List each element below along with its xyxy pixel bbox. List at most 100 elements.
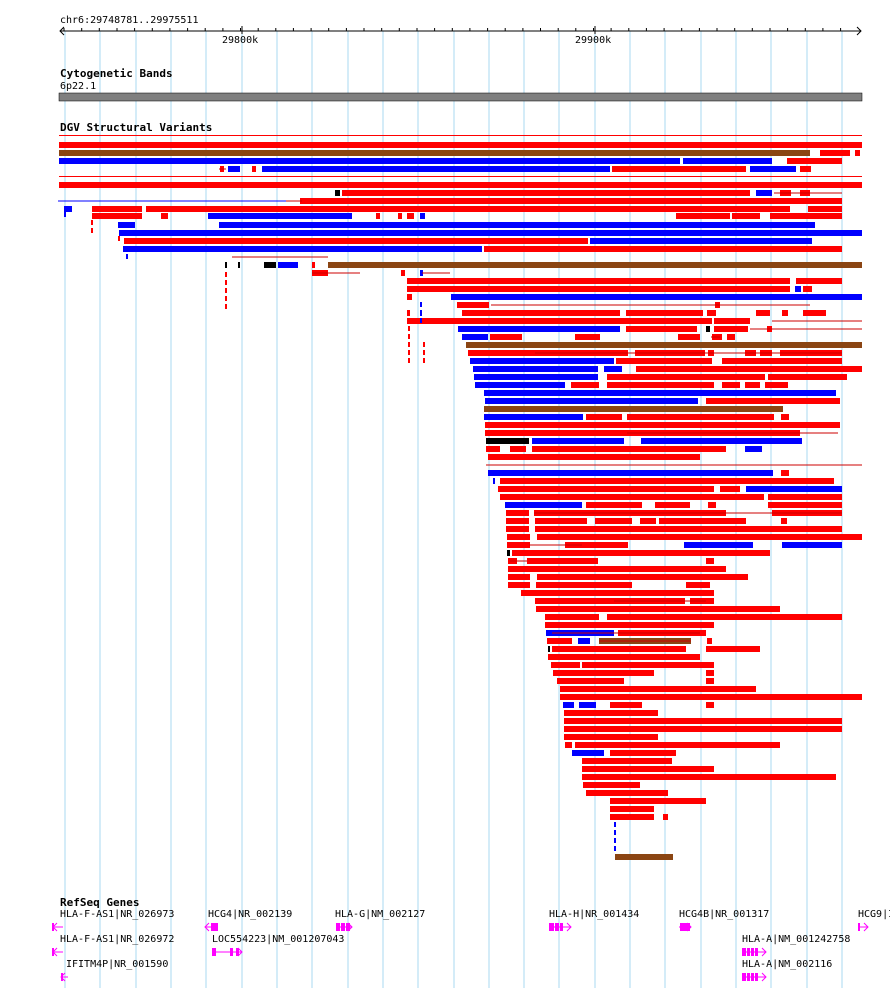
variant-bar xyxy=(706,670,714,676)
ruler-coordinates: chr6:29748781..29975511 xyxy=(60,15,199,26)
refseq-genes-track[interactable] xyxy=(52,922,869,982)
variant-bar xyxy=(803,310,826,316)
refseq-track-title: RefSeq Genes xyxy=(60,896,140,909)
variant-bar xyxy=(407,318,712,324)
gene-label-ifitm4p[interactable]: IFITM4P|NR_001590 xyxy=(66,959,169,970)
variant-bar xyxy=(521,590,714,596)
variant-bar xyxy=(278,262,298,268)
variant-bar xyxy=(536,606,780,612)
gene-exon xyxy=(555,923,559,931)
gene-label-loc554223[interactable]: LOC554223|NM_001207043 xyxy=(212,934,345,945)
gene-label-hcg9[interactable]: HCG9|I xyxy=(858,909,890,920)
variant-tick xyxy=(126,254,128,259)
gene-label-hla-f-as1-nr026973[interactable]: HLA-F-AS1|NR_026973 xyxy=(60,909,175,920)
gene-label-hla-f-as1-nr026972[interactable]: HLA-F-AS1|NR_026972 xyxy=(60,934,175,945)
variant-bar xyxy=(768,502,842,508)
ruler-track[interactable] xyxy=(59,26,862,36)
variant-bar xyxy=(458,326,620,332)
variant-bar xyxy=(616,358,712,364)
gene-exon xyxy=(346,923,350,931)
variant-bar xyxy=(536,582,632,588)
variant-bar xyxy=(376,213,380,219)
variant-bar xyxy=(564,734,658,740)
gene-exon xyxy=(236,948,239,956)
dgv-variants-track[interactable] xyxy=(58,135,862,860)
gene-label-hcg4[interactable]: HCG4|NR_002139 xyxy=(208,909,293,920)
variant-bar xyxy=(537,534,862,540)
gene-exon xyxy=(341,923,345,931)
gene-strand-arrow-icon xyxy=(566,922,572,932)
variant-bar xyxy=(781,470,789,476)
variant-bar xyxy=(485,422,840,428)
variant-bar xyxy=(484,406,783,412)
variant-bar xyxy=(238,262,240,268)
variant-bar xyxy=(119,230,862,236)
gene-exon xyxy=(858,923,860,931)
variant-bar xyxy=(451,294,862,300)
variant-bar xyxy=(612,166,746,172)
gene-label-hla-g[interactable]: HLA-G|NM_002127 xyxy=(335,909,426,920)
variant-bar xyxy=(535,598,685,604)
variant-bar xyxy=(571,382,599,388)
variant-bar xyxy=(486,438,529,444)
variant-tick xyxy=(420,318,422,323)
variant-bar xyxy=(535,518,587,524)
variant-bar xyxy=(610,798,706,804)
variant-bar xyxy=(59,182,862,188)
cytoband-6p22-1[interactable] xyxy=(58,92,863,102)
variant-bar xyxy=(560,686,756,692)
variant-bar xyxy=(765,382,788,388)
variant-tick xyxy=(225,304,227,309)
variant-bar xyxy=(582,758,672,764)
gene-label-hla-h[interactable]: HLA-H|NR_001434 xyxy=(549,909,640,920)
variant-bar xyxy=(610,702,642,708)
variant-tick xyxy=(614,830,616,835)
variant-bar xyxy=(462,310,620,316)
gene-label-hla-a-nm002116[interactable]: HLA-A|NM_002116 xyxy=(742,959,833,970)
variant-bar xyxy=(420,213,425,219)
cytoband-label: 6p22.1 xyxy=(60,81,97,92)
variant-bar xyxy=(563,702,574,708)
variant-bar xyxy=(607,382,714,388)
variant-bar xyxy=(706,678,714,684)
ruler-right-arrow-icon xyxy=(856,26,862,36)
gene-label-hcg4b[interactable]: HCG4B|NR_001317 xyxy=(679,909,770,920)
variant-bar xyxy=(59,176,862,177)
variant-bar xyxy=(855,150,860,156)
variant-bar xyxy=(706,398,840,404)
variant-bar xyxy=(508,582,530,588)
gene-label-hla-a-nm001242758[interactable]: HLA-A|NM_001242758 xyxy=(742,934,851,945)
gene-strand-arrow-icon xyxy=(347,922,353,932)
variant-bar xyxy=(507,542,530,548)
variant-bar xyxy=(146,206,790,212)
variant-bar xyxy=(745,382,760,388)
variant-bar xyxy=(714,326,748,332)
variant-bar xyxy=(590,238,812,244)
variant-bar xyxy=(225,262,227,268)
variant-bar xyxy=(686,582,710,588)
variant-bar xyxy=(507,534,530,540)
variant-bar xyxy=(532,438,624,444)
variant-bar xyxy=(407,294,412,300)
variant-bar xyxy=(626,326,697,332)
variant-tick xyxy=(225,280,227,285)
variant-bar xyxy=(300,198,842,204)
gene-strand-arrow-icon xyxy=(204,922,210,932)
variant-bar xyxy=(579,702,596,708)
variant-bar xyxy=(708,502,716,508)
ruler-tick-label-29800k: 29800k xyxy=(222,35,259,46)
variant-bar xyxy=(474,374,598,380)
cytoband-track[interactable] xyxy=(58,92,863,102)
variant-bar xyxy=(707,638,712,644)
variant-bar xyxy=(475,382,565,388)
gene-strand-arrow-icon xyxy=(863,922,869,932)
variant-bar xyxy=(627,414,774,420)
gene-strand-arrow-icon xyxy=(686,922,692,932)
variant-bar xyxy=(312,262,315,268)
variant-tick xyxy=(225,288,227,293)
variant-bar xyxy=(488,454,700,460)
variant-bar xyxy=(401,270,405,276)
variant-bar xyxy=(595,518,632,524)
variant-bar xyxy=(398,213,402,219)
